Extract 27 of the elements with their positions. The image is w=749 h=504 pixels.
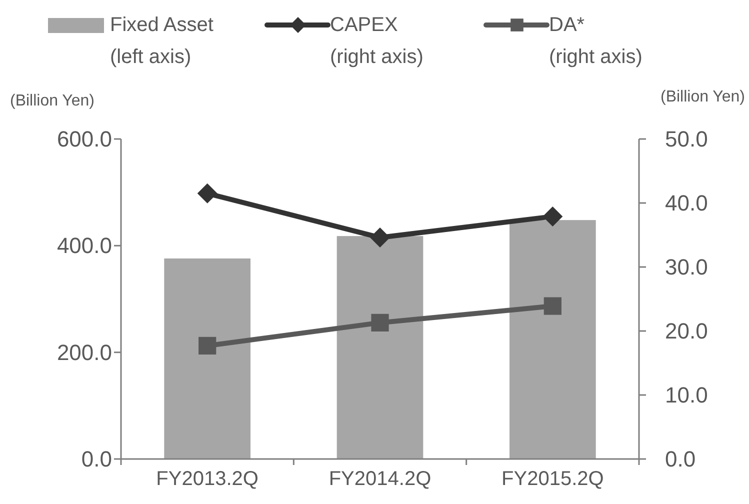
y2-tick-label: 30.0 <box>665 254 708 280</box>
y2-tick-label: 40.0 <box>665 190 708 216</box>
point <box>542 206 563 226</box>
point <box>370 228 390 248</box>
y2-tick-label: 20.0 <box>665 318 708 344</box>
y2-tick-label: 0.0 <box>665 446 696 472</box>
y2-tick-label: 10.0 <box>665 382 708 408</box>
bar <box>510 220 596 459</box>
y2-tick-label: 50.0 <box>665 126 708 152</box>
point <box>198 336 216 355</box>
point <box>544 297 562 315</box>
y-tick-label: 200.0 <box>56 340 112 365</box>
bar <box>164 258 250 459</box>
bar <box>336 236 424 459</box>
point <box>371 314 389 332</box>
legend-label: Fixed Asset (left axis) <box>110 14 214 68</box>
x-tick-label: FY2014.2Q <box>328 468 432 490</box>
y-tick-label: 0.0 <box>81 446 112 472</box>
y-tick-label: 400.0 <box>56 233 112 258</box>
legend-label: DA* (right axis) <box>549 14 642 68</box>
x-tick-label: FY2013.2Q <box>156 468 258 490</box>
x-tick-label: FY2015.2Q <box>502 468 604 490</box>
y-axis-title: (Billion Yen) <box>10 92 94 110</box>
legend-label: CAPEX (right axis) <box>330 14 424 68</box>
point <box>197 183 218 204</box>
y2-axis-title: (Billion Yen) <box>660 88 745 106</box>
y-tick-label: 600.0 <box>56 126 112 152</box>
